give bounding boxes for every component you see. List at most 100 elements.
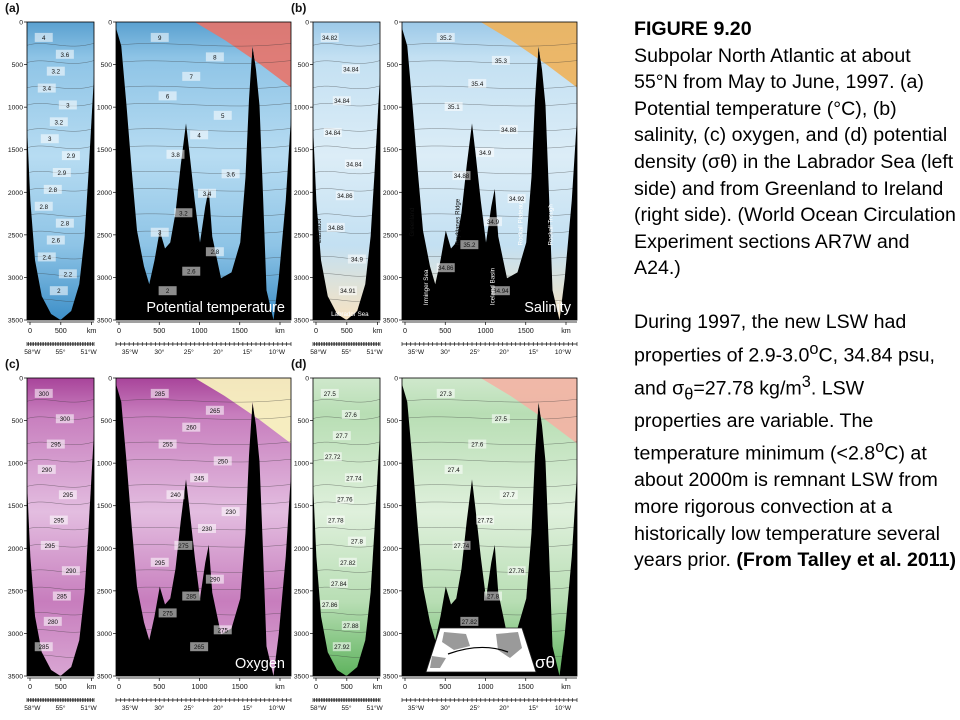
panel-a-left-contour-label: 3.4 [42,86,51,93]
figure-description: Subpolar North Atlantic at about 55°N fr… [634,44,956,280]
panel-d-left-contour-label: 27.76 [337,496,353,503]
panel-d-left-depth-tick-label: 0 [305,376,309,383]
panel-a-left-label-bg [37,83,56,93]
panel-c-left-contour-label: 280 [48,619,59,626]
panel-c-left-contour-label: 290 [42,467,53,474]
panel-b-right-depth-tick-label: 2000 [383,190,398,197]
panel-d-left-contour-label: 27.86 [322,602,338,609]
panel-a-left-depth-tick-label: 3500 [8,318,23,325]
panel-b-left-depth-tick-label: 3500 [294,318,309,325]
panel-a-left-depth-tick-label: 0 [19,20,23,27]
panel-d-right-lon-label: 30° [440,704,450,712]
caption-spacer [634,282,956,309]
panel-c-right-contour-label: 275 [178,543,189,550]
panel-b-right-contour-label: 34.86 [438,265,454,272]
panel-b-right-contour [402,60,577,64]
panel-c-right-label-bg [166,490,185,500]
panel-a-right-depth-tick-label: 1500 [97,147,112,154]
panel-c-right-lon-label: 10°W [269,704,286,712]
panel-c-left-contour [27,399,94,403]
panel-b-left-label-bg [338,286,357,296]
panel-d-right-depth-tick-label: 3000 [383,631,398,638]
panel-c-left-lon-label: 55° [56,704,66,712]
panel-a-right-contour [116,85,291,89]
panel-b-left-label-bg [344,159,363,169]
panel-c-right-label-bg [190,473,209,483]
panel-a-left-frame [26,21,95,321]
panel-b-left-label-bg [320,32,339,42]
panel-b-right-label-bg [507,194,526,204]
panel-b-geo-label: Irminger Sea [423,269,430,305]
panel-c-right-label-bg [190,642,209,652]
panel-c-right-label-bg [213,625,232,635]
panel-d-left-depth-tick-label: 1500 [294,503,309,510]
panel-c-right-lon-label: 30° [154,704,164,712]
panel-a-title: Potential temperature [146,300,285,316]
panel-a-right-contour-label: 9 [158,35,162,42]
panel-b-right-km-label: 0 [403,326,407,335]
panel-a-right-contour [116,128,291,132]
panel-c-left-label-bg [34,642,53,652]
panel-b-left-contour-label: 34.86 [337,193,353,200]
panel-c-left-contour [27,501,94,505]
panel-c-right-contour-label: 230 [202,526,213,533]
lsw-note-text-1: During 1997, the new LSW had properties … [634,310,907,367]
panel-a-right-depth-tick-label: 3000 [97,275,112,282]
panel-a-right-warm-water [194,22,291,88]
panel-a-right-contour-label: 7 [190,74,194,81]
panel-d-right-warm-water [480,378,577,444]
panel-c-right-frame [115,377,292,677]
panel-a-right-contour-label: 3.4 [203,191,212,198]
panel-d-right-label-bg [476,515,495,525]
panel-d-right-lon-label: 25° [470,704,480,712]
panel-c-right-contour-label: 240 [170,492,181,499]
panel-a-right-label-bg [158,286,177,296]
panel-c-left-contour-label: 295 [63,492,74,499]
section-plots: (a)050010001500200025003000350043.63.23.… [5,1,578,712]
panel-b-geo-label: Rockall Trough [547,204,554,246]
panel-c-right-warm-water [194,378,291,444]
panel-a-left-km-label: 0 [28,326,32,335]
panel-c-right-depth-tick-label: 2500 [97,588,112,595]
panel-b-right-contour-label: 35.3 [495,58,508,65]
panel-a-left-lon-label: 51°W [81,348,98,356]
panel-a-right-label-bg [221,169,240,179]
panel-c-right-contour [116,544,291,548]
panel-d-left-contour-label: 27.78 [328,518,344,525]
panel-a-right-km-label: 0 [117,326,121,335]
panel-a-right-lon-label: 10°W [269,348,286,356]
panel-d-left-label-bg [326,515,345,525]
theta-subscript: θ [684,385,694,404]
panel-d-left-contour-label: 27.84 [331,581,347,588]
panel-d-right-contour-label: 27.8 [487,594,500,601]
panel-c-left-depth-tick-label: 3500 [8,674,23,681]
panel-b-geo-label: Reykjanes Ridge [455,198,462,245]
panel-b-left-contour-label: 34.84 [346,162,362,169]
panel-d-left-lon-label: 51°W [367,704,384,712]
panel-c-left-label-bg [46,439,65,449]
panel-b-left-frame [312,21,381,321]
panel-b-right-contour [402,102,577,107]
panel-d-left-depth-tick-label: 1000 [294,461,309,468]
panel-b-right-contour-label: 34.92 [509,196,525,203]
panel-b-left-label-bg [326,222,345,232]
degree-superscript-1: o [809,339,819,358]
panel-b-left-km-label: 500 [341,326,353,335]
panel-c-left-contour-label: 295 [54,518,65,525]
panel-a-left-label-bg [40,134,59,144]
panel-c-right-label-bg [158,439,177,449]
panel-b-right-km-label: 1500 [518,326,534,335]
panel-a-left-depth-tick-label: 2500 [8,232,23,239]
panel-d-left-contour-label: 27.74 [346,475,362,482]
panel-a-right-contour [116,145,291,149]
panel-a-left-contour-label: 2.9 [67,153,76,160]
panel-a-right-lon-label: 25° [184,348,194,356]
panel-d-left-depth-tick-label: 3500 [294,674,309,681]
panel-b-geo-label: Iceland Basin [490,267,497,305]
panel-d-left-contour-label: 27.92 [334,644,350,651]
panel-d-left-contour [313,544,380,548]
panel-d-right-contour [402,416,577,420]
panel-a-right-label-bg [213,110,232,120]
panel-c-right-label-bg [182,422,201,432]
panel-c-right-depth-tick-label: 0 [108,376,112,383]
